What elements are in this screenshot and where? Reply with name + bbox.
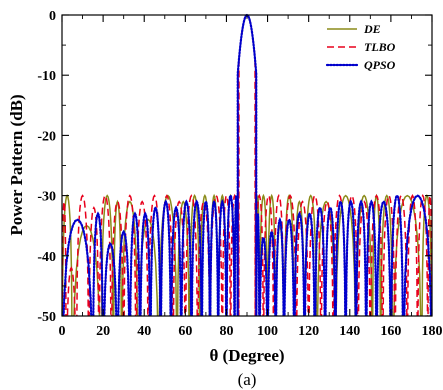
x-tick-label: 60	[178, 324, 192, 339]
x-tick-label: 180	[422, 324, 443, 339]
legend-label-qpso: QPSO	[364, 58, 396, 72]
x-axis-title: θ (Degree)	[209, 346, 284, 365]
legend-label-de: DE	[363, 22, 381, 36]
x-tick-label: 120	[298, 324, 319, 339]
y-tick-label: -10	[37, 69, 56, 84]
x-axis: 0 20 40 60 80 100 120 140 160 180	[59, 15, 443, 339]
legend: DE TLBO QPSO	[325, 22, 396, 72]
y-tick-label: -20	[37, 129, 56, 144]
x-tick-label: 100	[257, 324, 278, 339]
series-line-tlbo	[62, 14, 432, 316]
y-tick-label: 0	[49, 9, 56, 24]
x-tick-label: 140	[339, 324, 360, 339]
figure-caption: (a)	[238, 370, 257, 389]
y-axis-title: Power Pattern (dB)	[7, 94, 26, 235]
x-tick-label: 80	[219, 324, 233, 339]
y-tick-label: -30	[37, 190, 56, 205]
x-tick-label: 40	[137, 324, 151, 339]
y-tick-label: -40	[37, 250, 56, 265]
x-tick-label: 0	[59, 324, 66, 339]
x-tick-label: 20	[96, 324, 110, 339]
legend-label-tlbo: TLBO	[364, 40, 396, 54]
x-tick-label: 160	[380, 324, 401, 339]
y-axis: 0 -10 -20 -30 -40 -50	[37, 9, 432, 325]
y-tick-label: -50	[37, 310, 56, 325]
